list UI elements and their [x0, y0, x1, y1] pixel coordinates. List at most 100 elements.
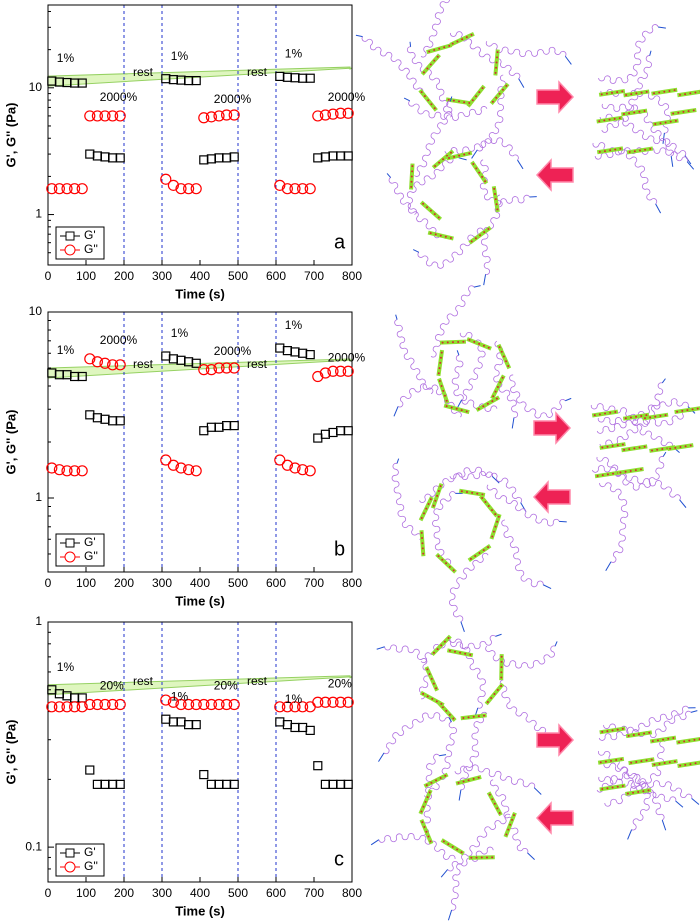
rod-dot: [411, 165, 414, 168]
rod-dot: [476, 492, 479, 495]
rod-dot: [628, 448, 631, 451]
data-point: [304, 183, 316, 195]
rod-dot: [493, 193, 496, 196]
polymer-chain: [598, 705, 689, 741]
rod-dot: [645, 90, 648, 93]
data-point: [229, 152, 239, 162]
data-point: [99, 698, 111, 711]
strain-label: 1%: [285, 318, 303, 332]
polymer-chain: [391, 462, 422, 540]
rod-dot: [505, 833, 508, 836]
rod-dot: [422, 202, 425, 205]
strain-label: 1%: [285, 692, 303, 706]
polymer-chain: [444, 137, 519, 161]
rod-dot: [494, 513, 497, 516]
data-point: [275, 717, 285, 727]
data-point: [160, 454, 172, 466]
data-point: [206, 154, 216, 164]
chain-end: [460, 621, 465, 632]
data-point: [114, 359, 126, 371]
rod-dot: [474, 237, 477, 240]
rod-dot: [663, 90, 666, 93]
data-point: [343, 779, 353, 789]
data-point: [275, 343, 285, 353]
rod-dot: [444, 235, 447, 238]
rod-dot: [439, 777, 442, 780]
rod-dot: [422, 805, 425, 808]
data-point: [274, 701, 286, 713]
rod-dot: [651, 740, 654, 743]
chain-end: [370, 839, 380, 846]
x-tick-label: 600: [266, 269, 286, 283]
rod-dot: [664, 414, 667, 417]
legend-marker: [64, 551, 76, 563]
polymer-chain: [596, 771, 665, 821]
rod-dot: [452, 569, 455, 572]
data-point: [168, 354, 178, 364]
rod-dot: [668, 89, 671, 92]
rod-dot: [423, 95, 426, 98]
rest-label: rest: [133, 674, 154, 688]
strain-label: 1%: [171, 689, 189, 703]
rod-dot: [672, 112, 675, 115]
rod-dot: [501, 376, 504, 379]
data-point: [183, 464, 195, 476]
rod-dot: [445, 405, 448, 408]
data-point: [304, 465, 316, 477]
rod-dot: [481, 496, 484, 499]
rod-dot: [456, 40, 459, 43]
legend-label: G'': [84, 549, 98, 563]
data-point: [106, 698, 119, 711]
rod-dot: [495, 96, 498, 99]
rod-dot: [435, 687, 438, 690]
rod-dot: [643, 445, 646, 448]
x-tick-label: 500: [228, 886, 248, 900]
polymer-chain: [414, 100, 453, 177]
data-point: [198, 112, 210, 124]
rod-dot: [457, 781, 460, 784]
rod-dot: [430, 103, 433, 106]
data-point: [115, 416, 125, 426]
rod-dot: [667, 737, 670, 740]
data-point: [199, 769, 209, 780]
rod-dot: [507, 828, 510, 831]
rod-dot: [453, 650, 456, 653]
rod-dot: [496, 688, 499, 691]
rod-dot: [649, 416, 652, 419]
x-tick-label: 500: [228, 576, 248, 590]
legend-label: G': [84, 535, 96, 549]
rod-dot: [439, 485, 442, 488]
polymer-chain: [598, 24, 659, 84]
rod-dot: [639, 468, 642, 471]
chain-end: [559, 520, 567, 523]
strain-label: 20%: [100, 679, 124, 693]
rod-dot: [422, 71, 425, 74]
rod-dot: [507, 365, 510, 368]
rod-dot: [622, 113, 625, 116]
rod-dot: [644, 148, 647, 151]
rod-dot: [630, 93, 633, 96]
rod-dot: [492, 395, 495, 398]
rod-dot: [441, 558, 444, 561]
rod-dot: [679, 764, 682, 767]
rod-dot: [694, 91, 697, 94]
chain-end: [649, 50, 652, 56]
data-point: [167, 459, 179, 471]
rod-dot: [463, 101, 466, 104]
strain-label: 2000%: [100, 90, 138, 104]
rod-dot: [637, 790, 640, 793]
rod-dot: [440, 702, 443, 705]
rod-dot: [420, 91, 423, 94]
data-point: [53, 701, 66, 713]
rod-dot: [653, 92, 656, 95]
rod-dot: [612, 472, 615, 475]
chain-end: [355, 34, 363, 38]
rod-dot: [430, 781, 433, 784]
rod-dot: [614, 411, 617, 414]
rod-dot: [410, 185, 413, 188]
rod-dot: [470, 33, 473, 36]
rod-dot: [491, 856, 494, 859]
data-point: [91, 698, 104, 711]
polymer-chain: [601, 103, 675, 157]
